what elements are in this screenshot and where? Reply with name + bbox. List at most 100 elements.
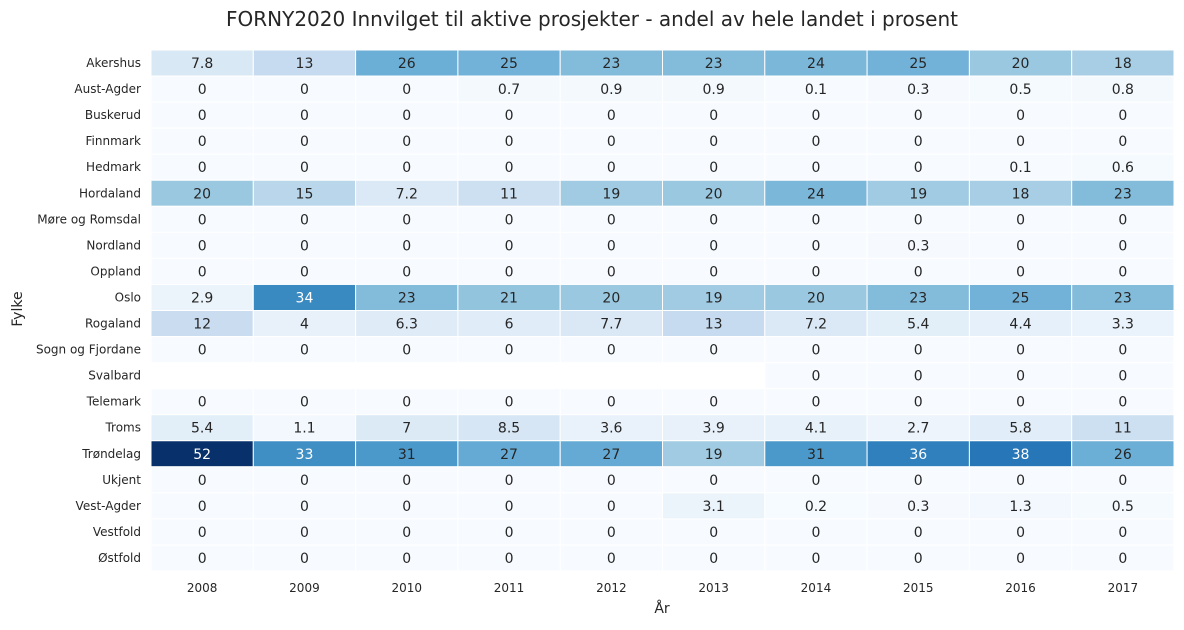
cell-value-label: 7.2: [396, 186, 418, 202]
y-tick-label: Møre og Romsdal: [37, 212, 141, 226]
cell-value-label: 7: [402, 421, 411, 437]
cell-value-label: 0: [811, 395, 820, 411]
cell-value-label: 19: [909, 186, 927, 202]
chart-title: FORNY2020 Innvilget til aktive prosjekte…: [226, 7, 958, 31]
cell-value-label: 0: [402, 499, 411, 515]
cell-value-label: 0: [811, 134, 820, 150]
y-tick-label: Sogn og Fjordane: [36, 343, 141, 357]
cell-value-label: 25: [500, 56, 518, 72]
y-tick-labels: AkershusAust-AgderBuskerudFinnmarkHedmar…: [36, 56, 141, 565]
y-tick-label: Vestfold: [93, 525, 141, 539]
cell-value-label: 0: [709, 264, 718, 280]
cell-value-label: 25: [909, 56, 927, 72]
cell-value-label: 7.8: [191, 56, 213, 72]
cell-value-label: 31: [807, 447, 825, 463]
cell-value-label: 0: [914, 473, 923, 489]
y-tick-label: Telemark: [86, 395, 141, 409]
cell-value-label: 0.3: [907, 238, 929, 254]
cell-value-label: 0: [300, 212, 309, 228]
cell-value-label: 0: [1118, 212, 1127, 228]
cell-value-label: 0: [1118, 264, 1127, 280]
cell-value-label: 0: [198, 499, 207, 515]
cell-value-label: 0: [505, 160, 514, 176]
heatmap-cells: [151, 50, 1174, 571]
cell-value-label: 0: [607, 238, 616, 254]
cell-value-label: 0: [300, 160, 309, 176]
cell-value-label: 0: [1016, 369, 1025, 385]
cell-value-label: 0: [505, 499, 514, 515]
cell-value-label: 4.1: [805, 421, 827, 437]
cell-value-label: 0: [709, 551, 718, 567]
cell-value-label: 0: [914, 343, 923, 359]
cell-value-label: 0: [505, 108, 514, 124]
cell-value-label: 19: [705, 290, 723, 306]
cell-value-label: 0: [1016, 238, 1025, 254]
x-tick-labels: 2008 2009 2010 2011 2012 2013 2014 2015 2016 2017: [187, 581, 1138, 595]
x-tick-label: 2016: [1005, 581, 1036, 595]
y-axis-label: Fylke: [10, 291, 26, 326]
cell-value-label: 20: [1012, 56, 1030, 72]
cell-value-label: 6: [505, 317, 514, 333]
cell-value-label: 0.5: [1009, 82, 1031, 98]
cell-value-label: 0: [402, 82, 411, 98]
cell-value-label: 26: [398, 56, 416, 72]
cell-value-label: 0: [300, 134, 309, 150]
cell-value-label: 0: [607, 212, 616, 228]
cell-value-label: 0: [402, 343, 411, 359]
cell-value-label: 0: [1016, 134, 1025, 150]
cell-value-label: 0: [811, 551, 820, 567]
cell-value-label: 0.6: [1112, 160, 1134, 176]
cell-value-label: 0: [198, 343, 207, 359]
cell-value-label: 0: [1118, 238, 1127, 254]
cell-value-label: 3.3: [1112, 317, 1134, 333]
cell-value-label: 0: [198, 264, 207, 280]
cell-value-label: 0: [1016, 264, 1025, 280]
cell-value-label: 0: [402, 134, 411, 150]
cell-value-label: 0: [709, 160, 718, 176]
cell-value-label: 0: [198, 160, 207, 176]
cell-value-label: 0: [198, 212, 207, 228]
x-tick-label: 2017: [1108, 581, 1139, 595]
y-tick-label: Akershus: [86, 56, 141, 70]
cell-value-label: 0: [1118, 343, 1127, 359]
cell-value-label: 0: [402, 238, 411, 254]
cell-value-label: 0: [1118, 395, 1127, 411]
cell-value-label: 19: [705, 447, 723, 463]
cell-value-label: 0: [1016, 212, 1025, 228]
cell-value-label: 0: [811, 108, 820, 124]
cell-value-label: 0: [505, 238, 514, 254]
cell-value-label: 21: [500, 290, 518, 306]
cell-value-label: 0: [505, 525, 514, 541]
cell-value-label: 0.9: [600, 82, 622, 98]
y-tick-label: Oppland: [90, 264, 141, 278]
cell-value-label: 20: [705, 186, 723, 202]
cell-value-label: 0: [709, 473, 718, 489]
cell-value-label: 0: [402, 551, 411, 567]
cell-value-label: 23: [705, 56, 723, 72]
cell-value-label: 0: [811, 160, 820, 176]
x-tick-label: 2015: [903, 581, 934, 595]
cell-value-label: 0: [607, 160, 616, 176]
cell-value-label: 20: [193, 186, 211, 202]
cell-value-label: 0: [505, 551, 514, 567]
cell-value-label: 13: [705, 317, 723, 333]
cell-value-label: 0.9: [703, 82, 725, 98]
cell-value-label: 24: [807, 186, 825, 202]
cell-value-label: 0.8: [1112, 82, 1134, 98]
cell-value-label: 33: [296, 447, 314, 463]
cell-value-label: 0: [300, 525, 309, 541]
y-tick-label: Nordland: [86, 238, 141, 252]
cell-value-label: 24: [807, 56, 825, 72]
cell-value-label: 0.1: [805, 82, 827, 98]
x-tick-label: 2010: [391, 581, 422, 595]
cell-value-label: 0: [914, 212, 923, 228]
cell-value-label: 0: [607, 343, 616, 359]
cell-value-label: 0: [914, 551, 923, 567]
cell-value-label: 0: [300, 343, 309, 359]
x-tick-label: 2012: [596, 581, 627, 595]
cell-value-label: 0: [914, 108, 923, 124]
cell-value-label: 5.4: [191, 421, 213, 437]
cell-value-label: 23: [1114, 186, 1132, 202]
cell-value-label: 0: [198, 82, 207, 98]
cell-value-label: 0: [811, 369, 820, 385]
